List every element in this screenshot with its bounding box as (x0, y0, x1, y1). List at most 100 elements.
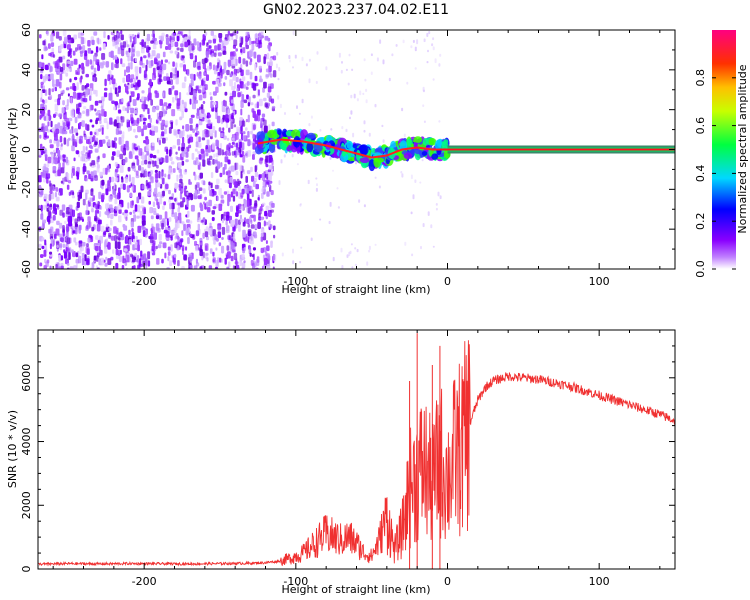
noise-dot (48, 88, 51, 96)
noise-dot (289, 59, 291, 63)
noise-dot (200, 204, 204, 212)
noise-dot (91, 226, 95, 232)
noise-dot (242, 154, 246, 163)
noise-dot (319, 129, 322, 132)
noise-dot (42, 75, 46, 83)
noise-dot (426, 32, 429, 37)
noise-dot (173, 260, 176, 265)
noise-dot (107, 242, 111, 250)
noise-dot (316, 183, 318, 187)
noise-dot (225, 215, 230, 221)
noise-dot (162, 205, 165, 211)
noise-dot (77, 194, 81, 202)
noise-dot (340, 69, 343, 74)
noise-dot (422, 104, 425, 107)
noise-dot (57, 98, 61, 106)
noise-dot (305, 63, 308, 67)
noise-dot (356, 248, 359, 253)
noise-dot (250, 224, 255, 229)
noise-dot (117, 249, 121, 256)
noise-dot (49, 183, 53, 191)
noise-dot (173, 129, 177, 136)
noise-dot (134, 252, 138, 257)
noise-dot (220, 194, 224, 199)
noise-dot (235, 212, 239, 217)
noise-dot (78, 102, 82, 108)
noise-dot (73, 34, 77, 40)
noise-dot (224, 163, 227, 170)
noise-dot (349, 250, 352, 255)
noise-dot (265, 173, 269, 179)
noise-dot (48, 207, 52, 211)
noise-dot (114, 241, 118, 249)
noise-dot (92, 195, 95, 201)
signal-blob (267, 129, 277, 139)
noise-dot (122, 77, 126, 83)
noise-dot (176, 70, 179, 78)
noise-dot (132, 244, 136, 251)
noise-dot (51, 186, 56, 191)
noise-dot (41, 111, 45, 117)
noise-dot (75, 252, 79, 258)
noise-dot (206, 65, 211, 71)
noise-dot (249, 81, 252, 86)
noise-dot (48, 194, 52, 201)
noise-dot (141, 90, 145, 94)
noise-dot (125, 176, 128, 181)
noise-dot (156, 149, 160, 154)
noise-dot (206, 201, 209, 208)
noise-dot (410, 211, 413, 215)
noise-dot (207, 119, 211, 127)
noise-dot (135, 76, 138, 80)
noise-dot (299, 260, 302, 264)
noise-dot (181, 245, 185, 252)
noise-dot (229, 92, 233, 97)
noise-dot (223, 217, 226, 221)
noise-dot (245, 151, 249, 158)
noise-dot (234, 162, 237, 171)
noise-dot (181, 230, 184, 237)
noise-dot (101, 179, 105, 186)
noise-dot (226, 40, 229, 45)
noise-dot (75, 47, 78, 52)
noise-dot (148, 46, 151, 51)
noise-dot (94, 141, 98, 146)
noise-dot (52, 79, 55, 87)
noise-dot (102, 43, 106, 50)
noise-dot (226, 190, 230, 194)
noise-dot (95, 245, 99, 251)
noise-dot (166, 76, 170, 82)
noise-dot (193, 74, 196, 81)
noise-dot (232, 31, 237, 36)
noise-dot (113, 35, 118, 41)
noise-dot (139, 66, 142, 74)
noise-dot (208, 265, 213, 269)
noise-dot (351, 68, 354, 71)
noise-dot (107, 180, 111, 187)
noise-dot (215, 247, 218, 251)
noise-dot (354, 263, 357, 267)
noise-dot (156, 62, 159, 67)
noise-dot (438, 120, 441, 123)
noise-dot (117, 47, 121, 52)
noise-dot (75, 150, 80, 155)
noise-dot (90, 65, 94, 70)
signal-blob (306, 141, 314, 153)
noise-dot (272, 266, 275, 269)
noise-dot (374, 243, 377, 246)
noise-dot (170, 161, 175, 165)
noise-dot (233, 68, 237, 77)
noise-dot (156, 66, 160, 71)
noise-dot (77, 216, 81, 222)
noise-dot (77, 32, 82, 39)
noise-dot (96, 223, 101, 232)
noise-dot (186, 134, 189, 139)
signal-blob (346, 140, 354, 150)
noise-dot (49, 243, 52, 250)
noise-dot (215, 260, 219, 268)
noise-dot (85, 73, 89, 78)
noise-dot (90, 145, 94, 150)
noise-dot (194, 132, 198, 137)
noise-dot (216, 178, 220, 185)
